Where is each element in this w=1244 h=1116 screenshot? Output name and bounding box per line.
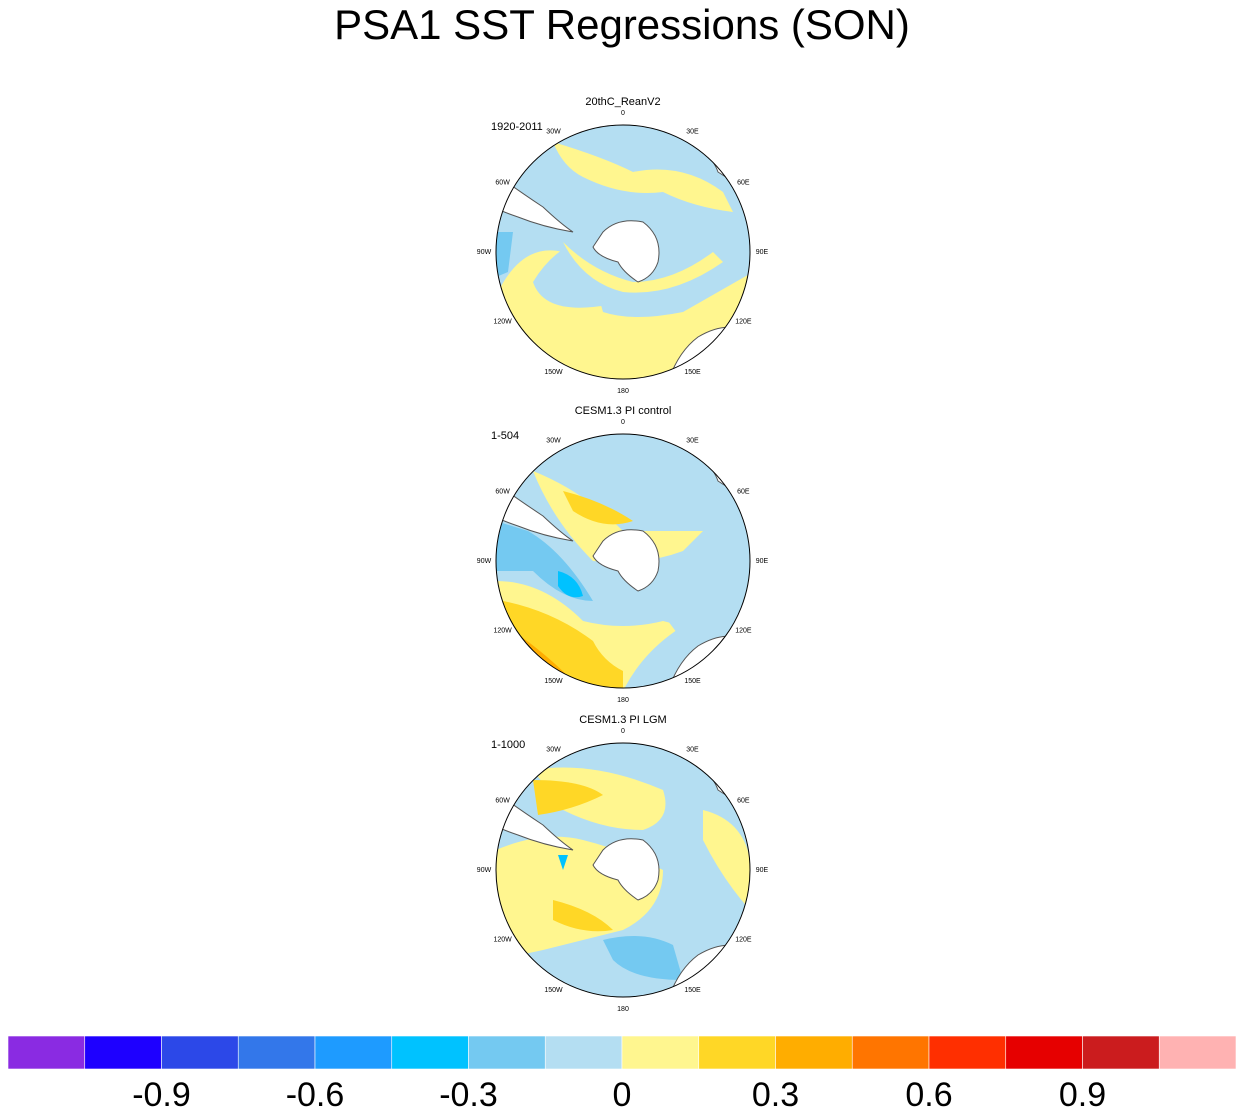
longitude-label: 120W — [493, 318, 512, 325]
longitude-label: 120E — [735, 936, 752, 943]
colorbar-box — [621, 1035, 700, 1070]
panel-period: 1-504 — [491, 430, 519, 442]
longitude-label: 180 — [617, 1006, 629, 1013]
map — [496, 125, 750, 379]
longitude-label: 60W — [495, 488, 510, 495]
colorbar-box — [928, 1035, 1007, 1070]
longitude-label: 30E — [686, 437, 699, 444]
anomaly-region — [533, 780, 603, 815]
colorbar: -0.9 -0.6 -0.3 0 0.3 0.6 0.9 — [7, 1035, 1237, 1114]
map-panels: 20thC_ReanV2 1920-2011 0 30E 60E 90E 120E 150E 1… — [477, 96, 769, 1013]
longitude-label: 150E — [684, 369, 701, 376]
longitude-label: 60E — [737, 797, 750, 804]
colorbar-box — [1082, 1035, 1160, 1070]
map-border — [495, 124, 751, 380]
anomaly-region — [553, 900, 613, 932]
colorbar-box — [544, 1035, 623, 1070]
figure-title: PSA1 SST Regressions (SON) — [334, 1, 910, 48]
anomaly-region — [563, 491, 633, 525]
colorbar-box — [1005, 1035, 1083, 1070]
colorbar-box — [1158, 1035, 1237, 1070]
panel-title: CESM1.3 PI LGM — [579, 714, 666, 726]
longitude-label: 30W — [546, 746, 561, 753]
anomaly-region — [553, 142, 733, 212]
longitude-label: 120E — [735, 318, 752, 325]
anomaly-region — [653, 591, 750, 641]
longitude-label: 60W — [495, 179, 510, 186]
colorbar-box — [161, 1035, 239, 1070]
anomaly-region — [533, 471, 703, 563]
colorbar-box — [391, 1035, 469, 1070]
colorbar-tick-label: 0.3 — [752, 1076, 799, 1114]
longitude-label: 30E — [686, 746, 699, 753]
longitude-label: 0 — [621, 728, 625, 735]
colorbar-box — [698, 1035, 776, 1070]
longitude-label: 60E — [737, 488, 750, 495]
map-border — [495, 742, 751, 998]
map — [496, 434, 750, 688]
anomaly-region — [496, 232, 513, 277]
map — [496, 743, 750, 997]
anomaly-region — [558, 855, 568, 870]
longitude-label: 0 — [621, 110, 625, 117]
colorbar-box — [775, 1035, 853, 1070]
longitude-label: 180 — [617, 388, 629, 395]
longitude-label: 150W — [544, 987, 563, 994]
longitude-label: 150W — [544, 369, 563, 376]
anomaly-region — [558, 571, 583, 598]
longitude-label: 90W — [477, 249, 492, 256]
colorbar-box — [468, 1035, 546, 1070]
panel-period: 1-1000 — [491, 739, 525, 751]
longitude-label: 150E — [684, 678, 701, 685]
longitude-label: 150W — [544, 678, 563, 685]
longitude-label: 30W — [546, 128, 561, 135]
anomaly-region — [563, 242, 723, 293]
longitude-label: 60W — [495, 797, 510, 804]
colorbar-tick-label: -0.3 — [439, 1076, 498, 1114]
longitude-label: 90W — [477, 558, 492, 565]
map-border — [495, 433, 751, 689]
land — [592, 220, 660, 283]
longitude-label: 150E — [684, 987, 701, 994]
colorbar-box — [84, 1035, 162, 1070]
colorbar-box — [314, 1035, 393, 1070]
longitude-label: 90E — [756, 867, 769, 874]
anomaly-region — [703, 810, 750, 910]
land — [592, 838, 660, 901]
longitude-label: 60E — [737, 179, 750, 186]
colorbar-tick-label: -0.6 — [286, 1076, 345, 1114]
colorbar-tick-label: 0 — [613, 1076, 632, 1114]
longitude-label: 90E — [756, 558, 769, 565]
longitude-label: 30E — [686, 128, 699, 135]
panel-title: CESM1.3 PI control — [575, 405, 672, 417]
longitude-label: 180 — [617, 697, 629, 704]
panel-title: 20thC_ReanV2 — [585, 96, 660, 108]
longitude-label: 90E — [756, 249, 769, 256]
longitude-label: 120E — [735, 627, 752, 634]
panel-period: 1920-2011 — [491, 121, 543, 133]
longitude-label: 120W — [493, 627, 512, 634]
longitude-label: 30W — [546, 437, 561, 444]
longitude-label: 90W — [477, 867, 492, 874]
colorbar-box — [7, 1035, 86, 1070]
colorbar-tick-label: 0.9 — [1059, 1076, 1106, 1114]
longitude-label: 120W — [493, 936, 512, 943]
colorbar-box — [851, 1035, 930, 1070]
colorbar-tick-label: 0.6 — [905, 1076, 952, 1114]
anomaly-region — [603, 936, 683, 980]
colorbar-tick-label: -0.9 — [132, 1076, 191, 1114]
land — [592, 529, 660, 592]
colorbar-box — [237, 1035, 316, 1070]
longitude-label: 0 — [621, 419, 625, 426]
